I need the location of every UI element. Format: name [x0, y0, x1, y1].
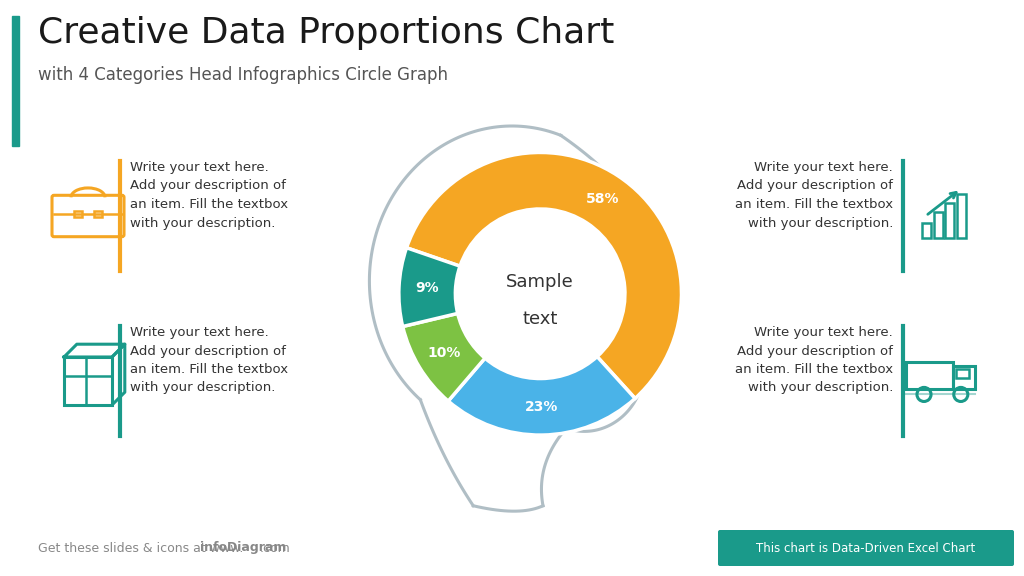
FancyBboxPatch shape — [718, 530, 1014, 566]
Bar — [956, 369, 970, 378]
Text: Creative Data Proportions Chart: Creative Data Proportions Chart — [38, 16, 614, 50]
Text: infoDiagram: infoDiagram — [200, 541, 286, 555]
Wedge shape — [402, 313, 485, 401]
Bar — [945, 203, 954, 238]
Wedge shape — [398, 248, 460, 327]
Bar — [934, 211, 943, 238]
Bar — [952, 366, 975, 389]
Text: Sample: Sample — [506, 274, 574, 291]
Text: 9%: 9% — [416, 281, 439, 295]
Text: 10%: 10% — [427, 346, 461, 359]
Text: This chart is Data-Driven Excel Chart: This chart is Data-Driven Excel Chart — [757, 541, 976, 555]
Text: Get these slides & icons at www.: Get these slides & icons at www. — [38, 541, 244, 555]
Bar — [906, 362, 952, 389]
Bar — [74, 211, 82, 217]
Text: text: text — [522, 310, 558, 328]
Text: with 4 Categories Head Infographics Circle Graph: with 4 Categories Head Infographics Circ… — [38, 66, 449, 84]
Text: 58%: 58% — [586, 192, 620, 206]
Bar — [957, 194, 966, 238]
Text: Write your text here.
Add your description of
an item. Fill the textbox
with you: Write your text here. Add your descripti… — [130, 161, 288, 229]
Text: Write your text here.
Add your description of
an item. Fill the textbox
with you: Write your text here. Add your descripti… — [130, 326, 288, 395]
Bar — [12, 16, 19, 146]
Text: Write your text here.
Add your description of
an item. Fill the textbox
with you: Write your text here. Add your descripti… — [735, 161, 893, 229]
Bar — [63, 357, 112, 405]
Text: Write your text here.
Add your description of
an item. Fill the textbox
with you: Write your text here. Add your descripti… — [735, 326, 893, 395]
Text: 23%: 23% — [525, 400, 558, 414]
Bar — [923, 223, 932, 238]
Wedge shape — [449, 357, 635, 435]
Wedge shape — [407, 153, 681, 399]
Bar — [94, 211, 102, 217]
Text: .com: .com — [260, 541, 291, 555]
